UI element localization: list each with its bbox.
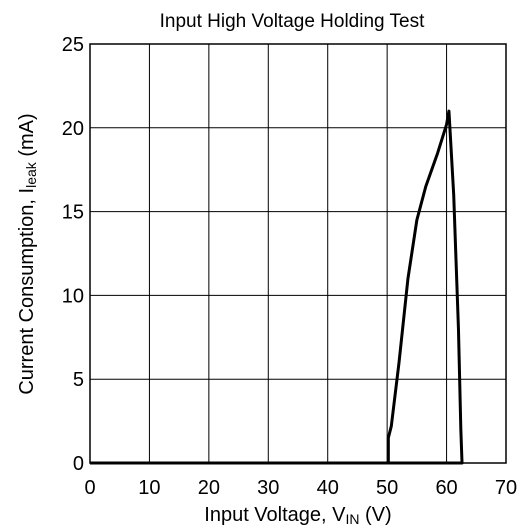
y-axis-label: Current Consumption, Ileak (mA) (16, 113, 39, 394)
plot-frame (89, 43, 507, 464)
y-tick-label: 20 (62, 118, 84, 140)
y-tick-label: 0 (73, 453, 84, 475)
y-label-text: Current Consumption, I (16, 188, 38, 395)
x-tick-label: 40 (317, 477, 339, 499)
x-tick-label: 50 (376, 477, 398, 499)
x-label-sub: IN (346, 511, 360, 527)
chart-title: Input High Voltage Holding Test (160, 11, 425, 32)
x-tick-label: 20 (198, 477, 220, 499)
x-tick-label: 60 (435, 477, 457, 499)
data-line (90, 109, 464, 465)
y-label-text: (mA) (16, 113, 38, 162)
x-tick-label: 0 (84, 477, 95, 499)
x-label-text: (V) (360, 504, 392, 526)
y-tick-label: 5 (73, 369, 84, 391)
x-tick-label: 10 (138, 477, 160, 499)
x-tick-label: 70 (495, 477, 517, 499)
x-tick-label: 30 (257, 477, 279, 499)
x-label-text: Input Voltage, V (204, 504, 346, 526)
y-label-sub: leak (23, 161, 39, 188)
y-tick-label: 25 (62, 34, 84, 56)
y-tick-label: 10 (62, 285, 84, 307)
y-tick-label: 15 (62, 202, 84, 224)
x-axis-label: Input Voltage, VIN (V) (204, 504, 391, 527)
